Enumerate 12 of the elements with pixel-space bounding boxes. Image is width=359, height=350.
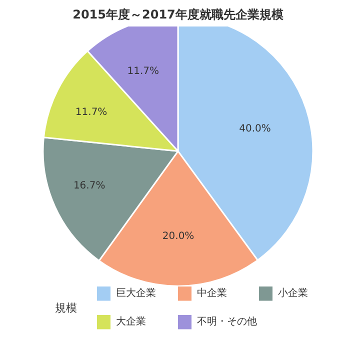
chart-title: 2015年度～2017年度就職先企業規模 (72, 8, 284, 22)
legend-label: 大企業 (116, 316, 146, 328)
data-label: 20.0% (162, 231, 194, 242)
data-label: 40.0% (239, 124, 271, 135)
legend-label: 不明・その他 (196, 316, 257, 328)
data-label: 16.7% (73, 180, 106, 192)
legend-title: 規模 (54, 301, 77, 314)
legend-label: 小企業 (278, 287, 308, 300)
data-label: 11.7% (127, 66, 159, 77)
legend-label: 巨大企業 (116, 287, 156, 300)
legend-label: 中企業 (196, 287, 227, 300)
data-label: 11.7% (75, 107, 108, 118)
